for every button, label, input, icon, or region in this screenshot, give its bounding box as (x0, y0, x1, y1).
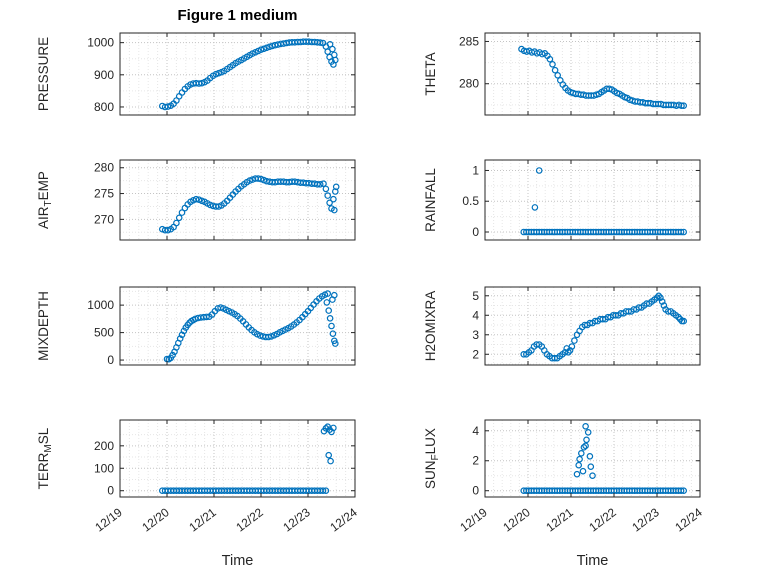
y-tick-label: 0 (107, 353, 114, 367)
axes-box (119, 286, 356, 366)
series-mixdepth (163, 290, 339, 363)
y-tick-label: 1 (472, 163, 479, 177)
subplot-terr_msl: 0 100 200 12/19 12/20 12/21 12/22 12/23 12/24 TER… (36, 419, 360, 534)
subplot-theta: 280 285 THETA (423, 32, 701, 116)
y-tick-label: 4 (472, 308, 479, 322)
ylabel-pressure: PRESSURE (36, 37, 51, 111)
subplot-mixdepth: 0 500 1000 MIXDEPTH (36, 286, 356, 367)
series-sun_flux (520, 422, 688, 495)
y-tick-label: 500 (94, 326, 114, 340)
x-tick-label: 12/24 (672, 505, 705, 534)
axes-box (484, 159, 701, 241)
ylabel-mixdepth: MIXDEPTH (36, 291, 51, 361)
series-terr_msl (159, 423, 337, 495)
y-tick-label: 275 (94, 187, 114, 201)
figure-title: Figure 1 medium (177, 7, 298, 24)
axes-box (484, 419, 701, 498)
axes-box (119, 159, 356, 241)
x-tick-label: 12/22 (586, 505, 619, 534)
series-air_temp (159, 175, 340, 234)
y-tick-label: 200 (94, 439, 114, 453)
ylabel-sun_flux: SUNFLUX (423, 428, 441, 489)
x-tick-label: 12/23 (629, 505, 662, 534)
subplot-pressure: 800 900 1000 PRESSURE (36, 32, 356, 116)
x-tick-label: 12/21 (186, 505, 219, 534)
y-tick-label: 1000 (87, 36, 114, 50)
ylabel-theta: THETA (423, 52, 438, 95)
x-tick-label: 12/19 (457, 505, 490, 534)
y-tick-label: 280 (459, 77, 479, 91)
series-rainfall (520, 167, 688, 236)
subplot-air_temp: 270 275 280 AIRTEMP (36, 159, 356, 241)
x-tick-label: 12/20 (500, 505, 533, 534)
x-tick-label: 12/19 (92, 505, 125, 534)
y-tick-label: 900 (94, 68, 114, 82)
y-tick-label: 0 (107, 484, 114, 498)
y-tick-label: 100 (94, 461, 114, 475)
subplot-sun_flux: 0 2 4 12/19 12/20 12/21 12/22 12/23 12/24 SUNFLUX (423, 419, 705, 534)
subplot-h2omixra: 2 3 4 5 H2OMIXRA (423, 286, 701, 366)
series-pressure (159, 38, 339, 111)
ylabel-terr_msl: TERRMSL (36, 427, 54, 489)
x-tick-label: 12/24 (327, 505, 360, 534)
y-tick-label: 0 (472, 484, 479, 498)
series-h2omixra (520, 292, 688, 362)
series-theta (518, 45, 688, 110)
subplot-rainfall: 0 0.5 1 RAINFALL (423, 159, 701, 241)
y-tick-label: 0 (472, 225, 479, 239)
y-tick-label: 800 (94, 100, 114, 114)
y-tick-label: 1000 (87, 298, 114, 312)
axes-box (119, 32, 356, 116)
y-tick-label: 280 (94, 161, 114, 175)
ylabel-air_temp: AIRTEMP (36, 171, 54, 229)
xlabel-time-left: Time (221, 553, 254, 569)
x-tick-label: 12/22 (233, 505, 266, 534)
x-tick-label: 12/23 (280, 505, 313, 534)
y-tick-label: 270 (94, 212, 114, 226)
axes-box (119, 419, 356, 498)
x-tick-label: 12/20 (139, 505, 172, 534)
y-tick-label: 285 (459, 34, 479, 48)
y-tick-label: 2 (472, 454, 479, 468)
axes-box (484, 32, 701, 116)
y-tick-label: 0.5 (462, 194, 479, 208)
xlabel-time-right: Time (576, 553, 609, 569)
y-tick-label: 3 (472, 328, 479, 342)
ylabel-h2omixra: H2OMIXRA (423, 291, 438, 362)
axes-box (484, 286, 701, 366)
ylabel-rainfall: RAINFALL (423, 168, 438, 232)
y-tick-label: 2 (472, 347, 479, 361)
y-tick-label: 4 (472, 424, 479, 438)
y-tick-label: 5 (472, 289, 479, 303)
x-tick-label: 12/21 (543, 505, 576, 534)
